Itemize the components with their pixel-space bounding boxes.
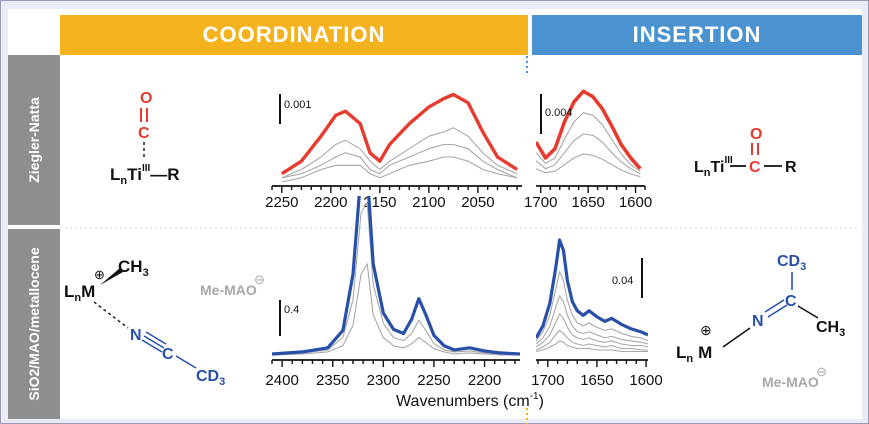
scale-bar-label: 0.04 [612, 275, 633, 287]
series-line-gray [536, 112, 641, 172]
series-line-gray [536, 340, 648, 353]
series-line-highlight [280, 92, 519, 176]
series-line-highlight [536, 89, 642, 170]
bond-cn-2 [145, 331, 167, 345]
bond-wedge [100, 268, 123, 285]
chart-met-insertion: 1700 1650 1600 0.04 [531, 238, 663, 389]
side-label-metallocene: SiO2/MAO/metallocene [8, 229, 60, 419]
series-line-gray [536, 329, 648, 351]
chart-zn-coordination: 2250 2200 2150 2100 2050 0.001 [265, 92, 522, 211]
series-line-gray [281, 143, 518, 179]
header-insertion: INSERTION [532, 15, 862, 55]
x-tick-label: 1650 [571, 194, 604, 211]
atom-carbon: C [749, 159, 761, 176]
structure-zn-coordination: O C LnTiIII—R [110, 90, 180, 187]
counter-charge: ⊖ [254, 272, 265, 287]
atom-carbon: C [138, 125, 150, 142]
atom-oxygen: O [140, 90, 152, 107]
cd3-group: CD3 [196, 368, 225, 388]
bond-cn-1 [764, 299, 785, 313]
series-line-gray [272, 263, 520, 356]
scale-bar-label: 0.4 [284, 304, 299, 316]
counter-ion: Me-MAO [200, 282, 257, 298]
ligand-label: LnTiIII [694, 155, 733, 179]
methyl-group: CH3 [118, 257, 149, 279]
bond-cn-1 [143, 335, 165, 349]
series-line-highlight [536, 238, 648, 339]
x-tick-label: 2100 [412, 194, 445, 211]
counter-charge: ⊖ [816, 364, 827, 379]
chart-met-coordination: 2400 2350 2300 2250 2200 0.4 [265, 196, 520, 389]
chart-zn-insertion: 1700 1650 1600 0.004 [524, 89, 652, 211]
bond-c-ch3 [797, 305, 819, 319]
atom-r: R [785, 159, 797, 176]
atom-nitrogen: N [752, 313, 764, 330]
x-tick-label: 1650 [580, 372, 613, 389]
series-line-gray [281, 156, 518, 183]
x-tick-label: 2250 [417, 372, 450, 389]
x-tick-label: 1600 [629, 372, 662, 389]
header-coordination: COORDINATION [60, 15, 528, 55]
ligand-label: LnM [64, 282, 95, 304]
atom-carbon: C [162, 346, 174, 363]
charge-plus: ⊕ [700, 322, 712, 338]
x-tick-label: 1700 [524, 194, 557, 211]
series-line-gray [281, 127, 518, 179]
counter-ion: Me-MAO [762, 374, 819, 390]
x-tick-label: 2200 [468, 372, 501, 389]
x-tick-label: 2050 [461, 194, 494, 211]
x-tick-label: 1600 [619, 194, 652, 211]
scale-bar-label: 0.004 [545, 107, 573, 119]
side-label-ziegler-natta: Ziegler-Natta [8, 55, 60, 225]
series-line-highlight [272, 196, 520, 356]
bond-cn-2 [767, 304, 788, 318]
series-line-gray [536, 153, 641, 178]
x-tick-label: 2200 [314, 194, 347, 211]
series-line-gray [536, 133, 641, 175]
x-tick-label: 1700 [531, 372, 564, 389]
series-line-gray [272, 201, 520, 356]
structure-zn-insertion: O LnTiIII C R [694, 126, 797, 179]
structure-met-insertion: CD3 C CH3 N ⊕ Ln M Me-MAO ⊖ [676, 253, 845, 390]
x-tick-label: 2350 [316, 372, 349, 389]
x-tick-label: 2400 [265, 372, 298, 389]
bond-c-cd3 [175, 355, 197, 369]
series-line-gray [536, 295, 648, 345]
methyl-group: CH3 [816, 319, 845, 339]
atom-nitrogen: N [130, 327, 142, 344]
bond-m-n [722, 327, 751, 348]
x-tick-label: 2150 [363, 194, 396, 211]
x-tick-label: 2300 [367, 372, 400, 389]
bond-cn-3 [141, 339, 163, 353]
bond-coordination [93, 301, 129, 329]
figure-panel: Ziegler-Natta SiO2/MAO/metallocene COORD… [8, 9, 862, 419]
ligand-label: LnTiIII—R [110, 163, 180, 187]
charge-plus: ⊕ [94, 267, 105, 282]
scale-bar-label: 0.001 [284, 99, 312, 111]
structure-met-coordination: ⊕ CH3 LnM N C CD3 Me-MAO ⊖ [64, 257, 265, 388]
series-line-gray [536, 271, 648, 342]
cd3-group: CD3 [777, 253, 806, 273]
x-axis-title: Wavenumbers (cm-1) [396, 391, 544, 410]
atom-oxygen: O [750, 126, 762, 143]
x-tick-label: 2250 [265, 194, 298, 211]
atom-carbon: C [785, 293, 797, 310]
series-line-gray [536, 313, 648, 348]
